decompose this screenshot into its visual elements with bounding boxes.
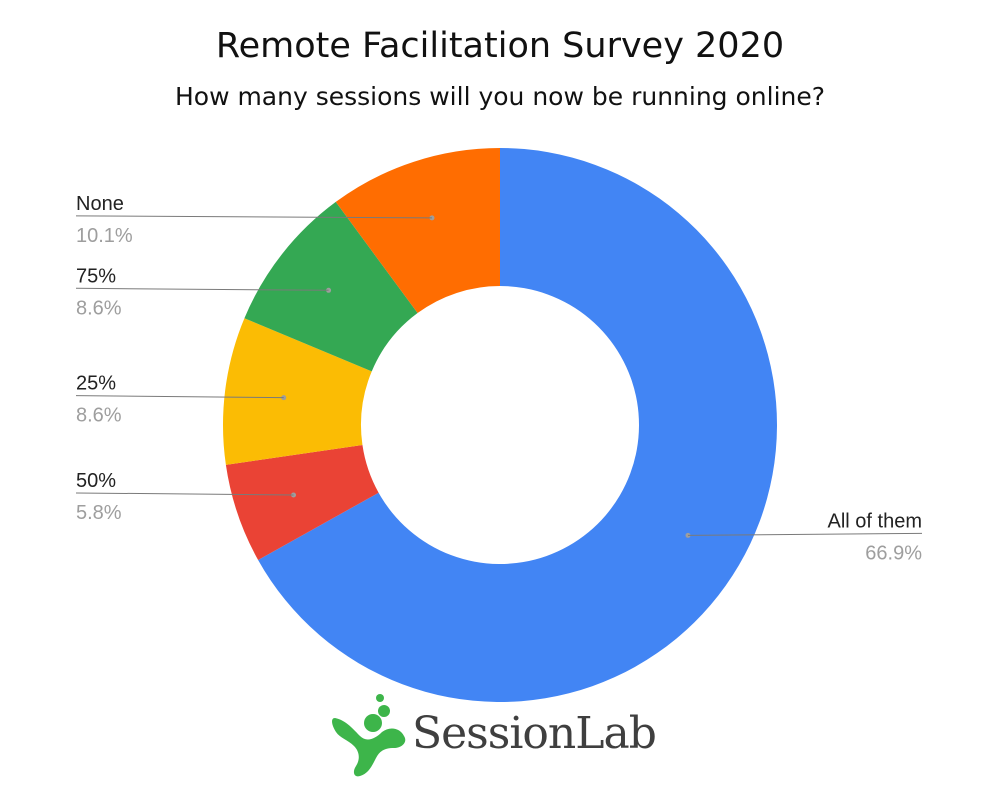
slice-75pct [244,201,418,372]
slice-label-75pct: 75% [76,265,116,287]
logo-dot-medium [378,705,390,717]
leader-line-none [75,215,432,219]
slice-all-of-them [258,148,777,702]
sessionlab-figure-icon [332,694,406,777]
leader-line-all-of-them [687,532,923,536]
slice-percent-25pct: 8.6% [76,405,122,427]
slice-label-none: None [76,193,124,215]
chart-subtitle: How many sessions will you now be runnin… [174,82,826,111]
slice-none [335,148,500,314]
slice-25pct [222,318,372,465]
leader-line-25pct [75,395,284,399]
logo-body [332,718,406,777]
sessionlab-logo: SessionLab [330,690,670,780]
logo-text: SessionLab [412,708,657,759]
logo-head [364,714,382,732]
chart-title: Remote Facilitation Survey 2020 [215,26,785,66]
slice-percent-none: 10.1% [76,225,133,247]
slice-percent-75pct: 8.6% [76,297,122,319]
slice-label-50pct: 50% [76,470,116,492]
slice-label-25pct: 25% [76,373,116,395]
slice-percent-50pct: 5.8% [76,502,122,524]
slice-50pct [225,445,379,560]
slice-label-all-of-them: All of them [828,510,922,532]
leader-line-50pct [75,492,294,496]
slice-percent-all-of-them: 66.9% [865,542,922,564]
leader-line-75pct [75,287,329,291]
logo-dot-small [376,694,384,702]
